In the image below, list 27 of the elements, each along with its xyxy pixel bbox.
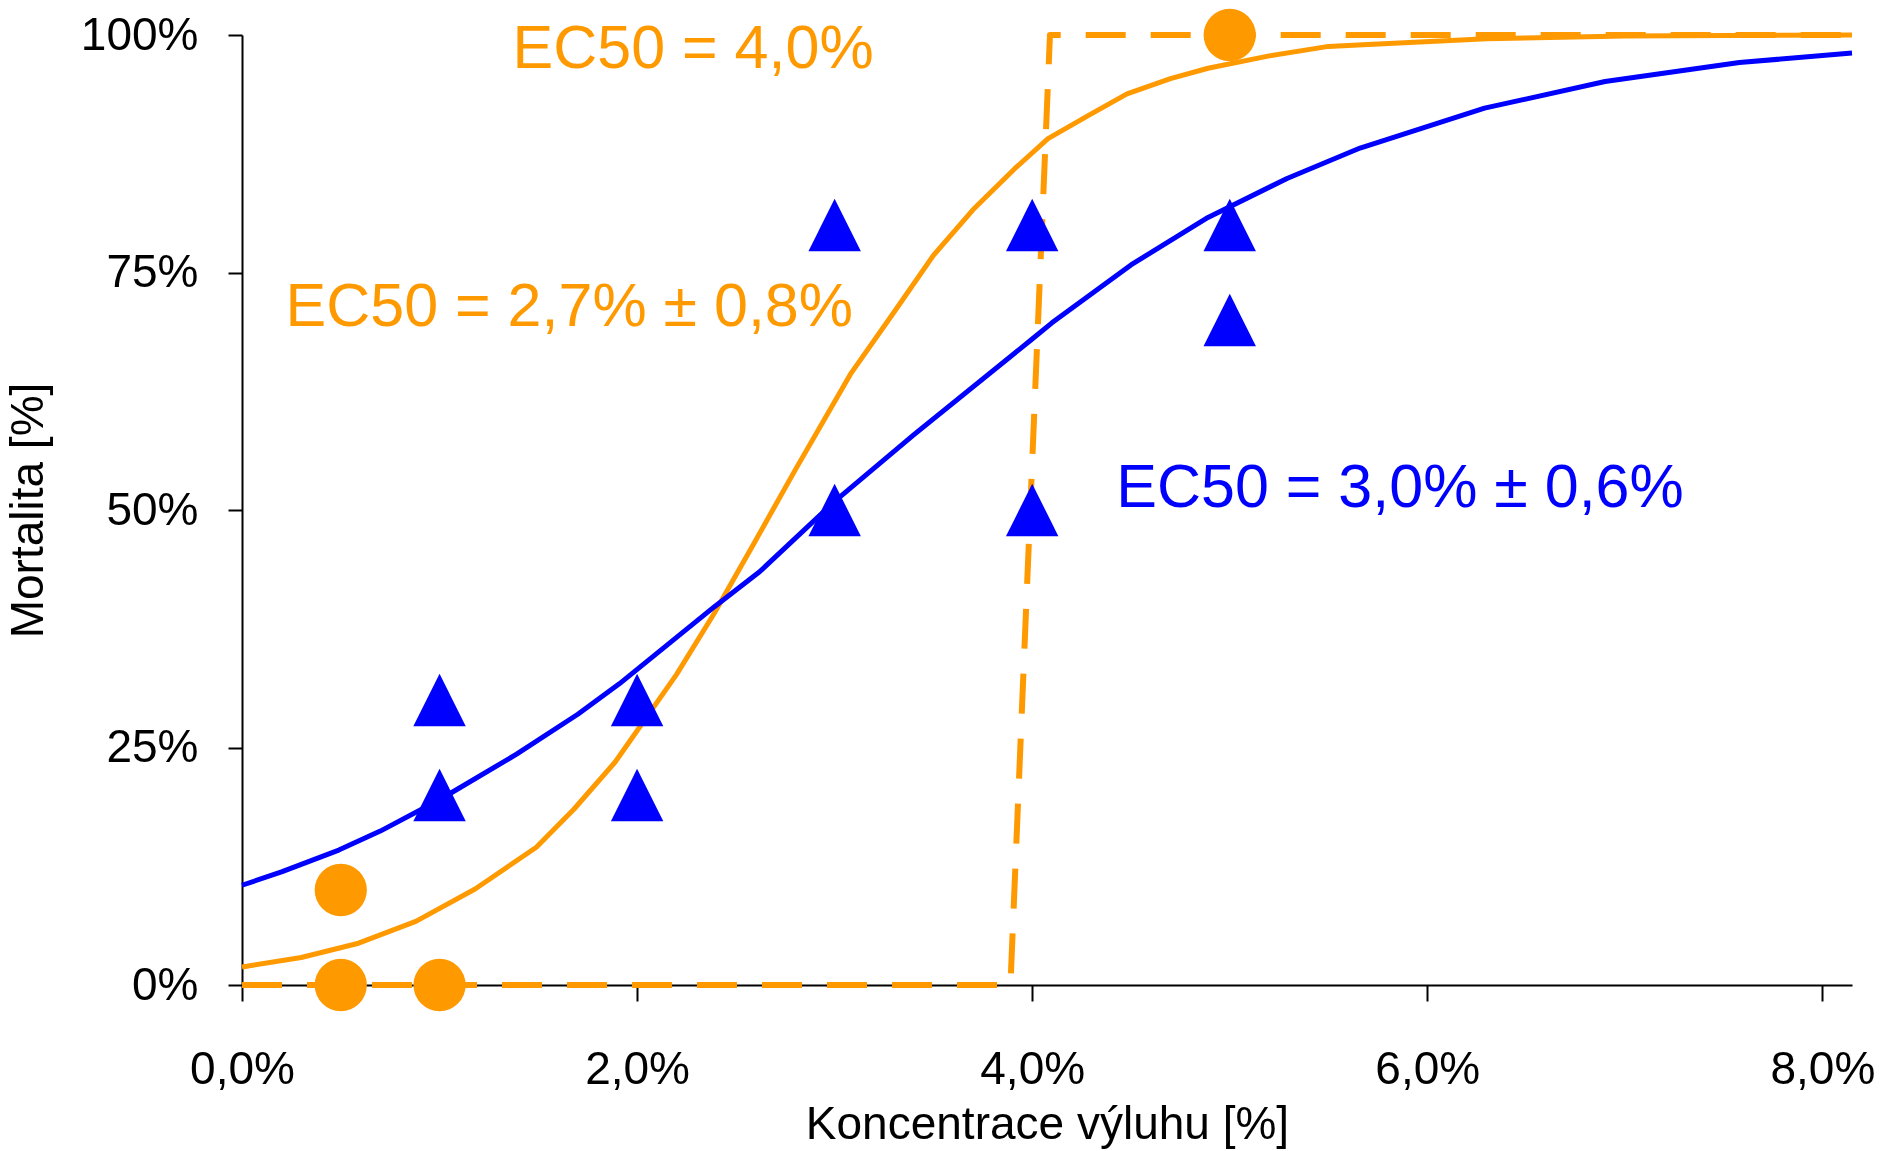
point bbox=[413, 958, 466, 1012]
text: EC50 = 4,0% bbox=[512, 13, 874, 82]
point bbox=[1203, 198, 1256, 252]
x-axis-title: Koncentrace výluhu [%] bbox=[805, 1096, 1290, 1149]
y-axis-title: Mortalita [%] bbox=[0, 382, 53, 639]
y-tick-label: 50% bbox=[106, 482, 199, 535]
text: EC50 = 3,0% ± 0,6% bbox=[1116, 452, 1684, 521]
point bbox=[610, 768, 664, 822]
point bbox=[413, 673, 466, 727]
point bbox=[1203, 8, 1256, 62]
x-tick-label: 2,0% bbox=[585, 1041, 691, 1094]
point bbox=[1005, 198, 1059, 252]
y-tick-label: 25% bbox=[106, 720, 199, 772]
series-label: EC50 = 2,7% ± 0,8% bbox=[285, 270, 854, 339]
point bbox=[610, 673, 664, 727]
point bbox=[1005, 483, 1059, 537]
y-tick-label: 75% bbox=[106, 245, 199, 297]
x-tick-label: 6,0% bbox=[1375, 1041, 1481, 1094]
x-tick-label: 0,0% bbox=[190, 1041, 295, 1094]
point bbox=[808, 198, 861, 252]
point bbox=[1203, 293, 1256, 347]
point bbox=[314, 958, 367, 1012]
x-tick-label: 8,0% bbox=[1770, 1041, 1876, 1094]
y-tick-label: 100% bbox=[80, 7, 199, 60]
x-tick-label: 4,0% bbox=[980, 1041, 1086, 1094]
y-tick-label: 0% bbox=[132, 957, 199, 1010]
point bbox=[314, 863, 367, 917]
